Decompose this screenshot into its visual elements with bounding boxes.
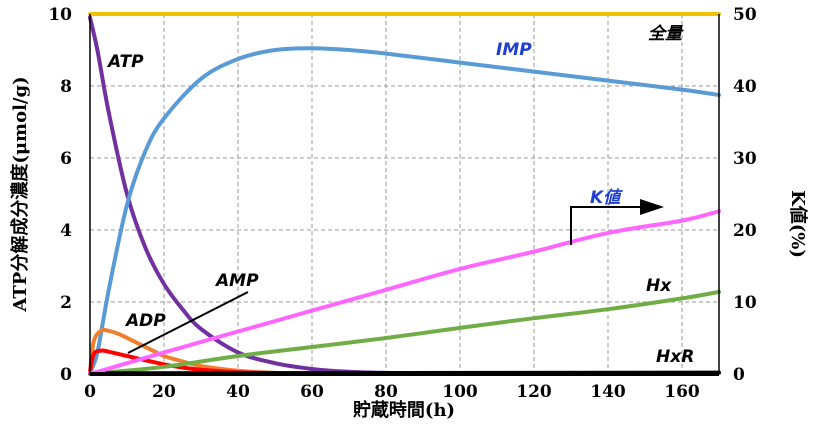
amp-pointer-line (127, 291, 249, 354)
y2-axis-title: K値(%) (787, 190, 809, 258)
label-hxr: HxR (656, 347, 694, 367)
y2-tick-label: 10 (733, 293, 757, 313)
label-adp: ADP (124, 311, 166, 331)
y-axis-title: ATP分解成分濃度(μmol/g) (9, 76, 31, 312)
y-tick-label: 4 (60, 221, 72, 241)
k-value-arrow-head (640, 199, 664, 215)
label-hx: Hx (646, 276, 672, 296)
x-tick-label: 60 (300, 382, 324, 402)
label-imp: IMP (496, 40, 532, 60)
y2-tick-label: 0 (733, 365, 745, 385)
x-tick-label: 80 (374, 382, 398, 402)
series-line-hx (88, 289, 721, 376)
y2-tick-label: 30 (733, 149, 757, 169)
label-total: 全量 (648, 24, 684, 44)
series-lines (88, 11, 721, 376)
label-atp: ATP (106, 52, 144, 72)
x-tick-label: 40 (226, 382, 250, 402)
series-line-k-value (88, 209, 721, 375)
y-tick-label: 6 (60, 149, 72, 169)
x-tick-label: 120 (516, 382, 552, 402)
x-tick-label: 140 (590, 382, 626, 402)
x-tick-label: 0 (84, 382, 96, 402)
label-amp: AMP (214, 271, 259, 291)
series-line-imp (88, 46, 721, 375)
y-tick-label: 2 (60, 293, 72, 313)
y2-tick-label: 40 (733, 77, 757, 97)
y-tick-label: 8 (60, 77, 72, 97)
x-axis-title: 貯蔵時間(h) (353, 399, 455, 421)
k-value-bracket (570, 206, 640, 245)
grid (90, 13, 719, 374)
x-tick-label: 160 (664, 382, 700, 402)
y-tick-label: 10 (48, 5, 72, 25)
label-k-value: K値 (590, 188, 623, 208)
y2-tick-label: 50 (733, 5, 757, 25)
x-tick-label: 20 (152, 382, 176, 402)
x-tick-label: 100 (442, 382, 478, 402)
y-tick-label: 0 (60, 365, 72, 385)
y2-tick-label: 20 (733, 221, 757, 241)
